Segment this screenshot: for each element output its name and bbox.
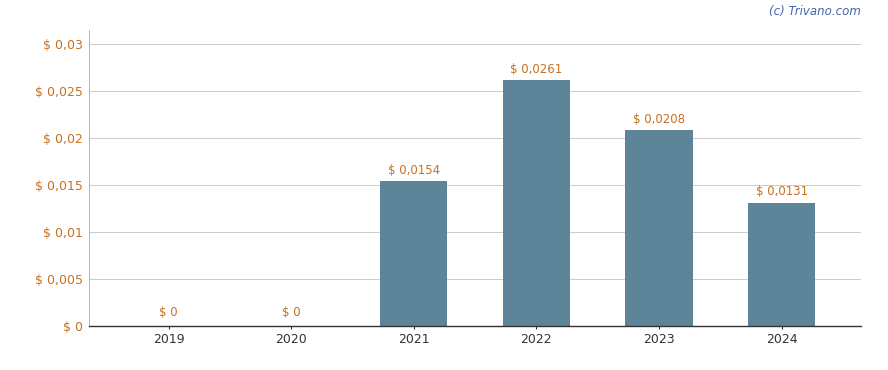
Bar xyxy=(503,80,570,326)
Bar xyxy=(380,181,448,326)
Text: $ 0: $ 0 xyxy=(159,306,178,319)
Text: (c) Trivano.com: (c) Trivano.com xyxy=(770,5,861,18)
Text: $ 0,0208: $ 0,0208 xyxy=(633,113,685,126)
Text: $ 0: $ 0 xyxy=(281,306,300,319)
Bar xyxy=(625,130,693,326)
Text: $ 0,0261: $ 0,0261 xyxy=(511,63,562,76)
Text: $ 0,0131: $ 0,0131 xyxy=(756,185,808,198)
Bar xyxy=(748,202,815,326)
Text: $ 0,0154: $ 0,0154 xyxy=(388,164,440,176)
